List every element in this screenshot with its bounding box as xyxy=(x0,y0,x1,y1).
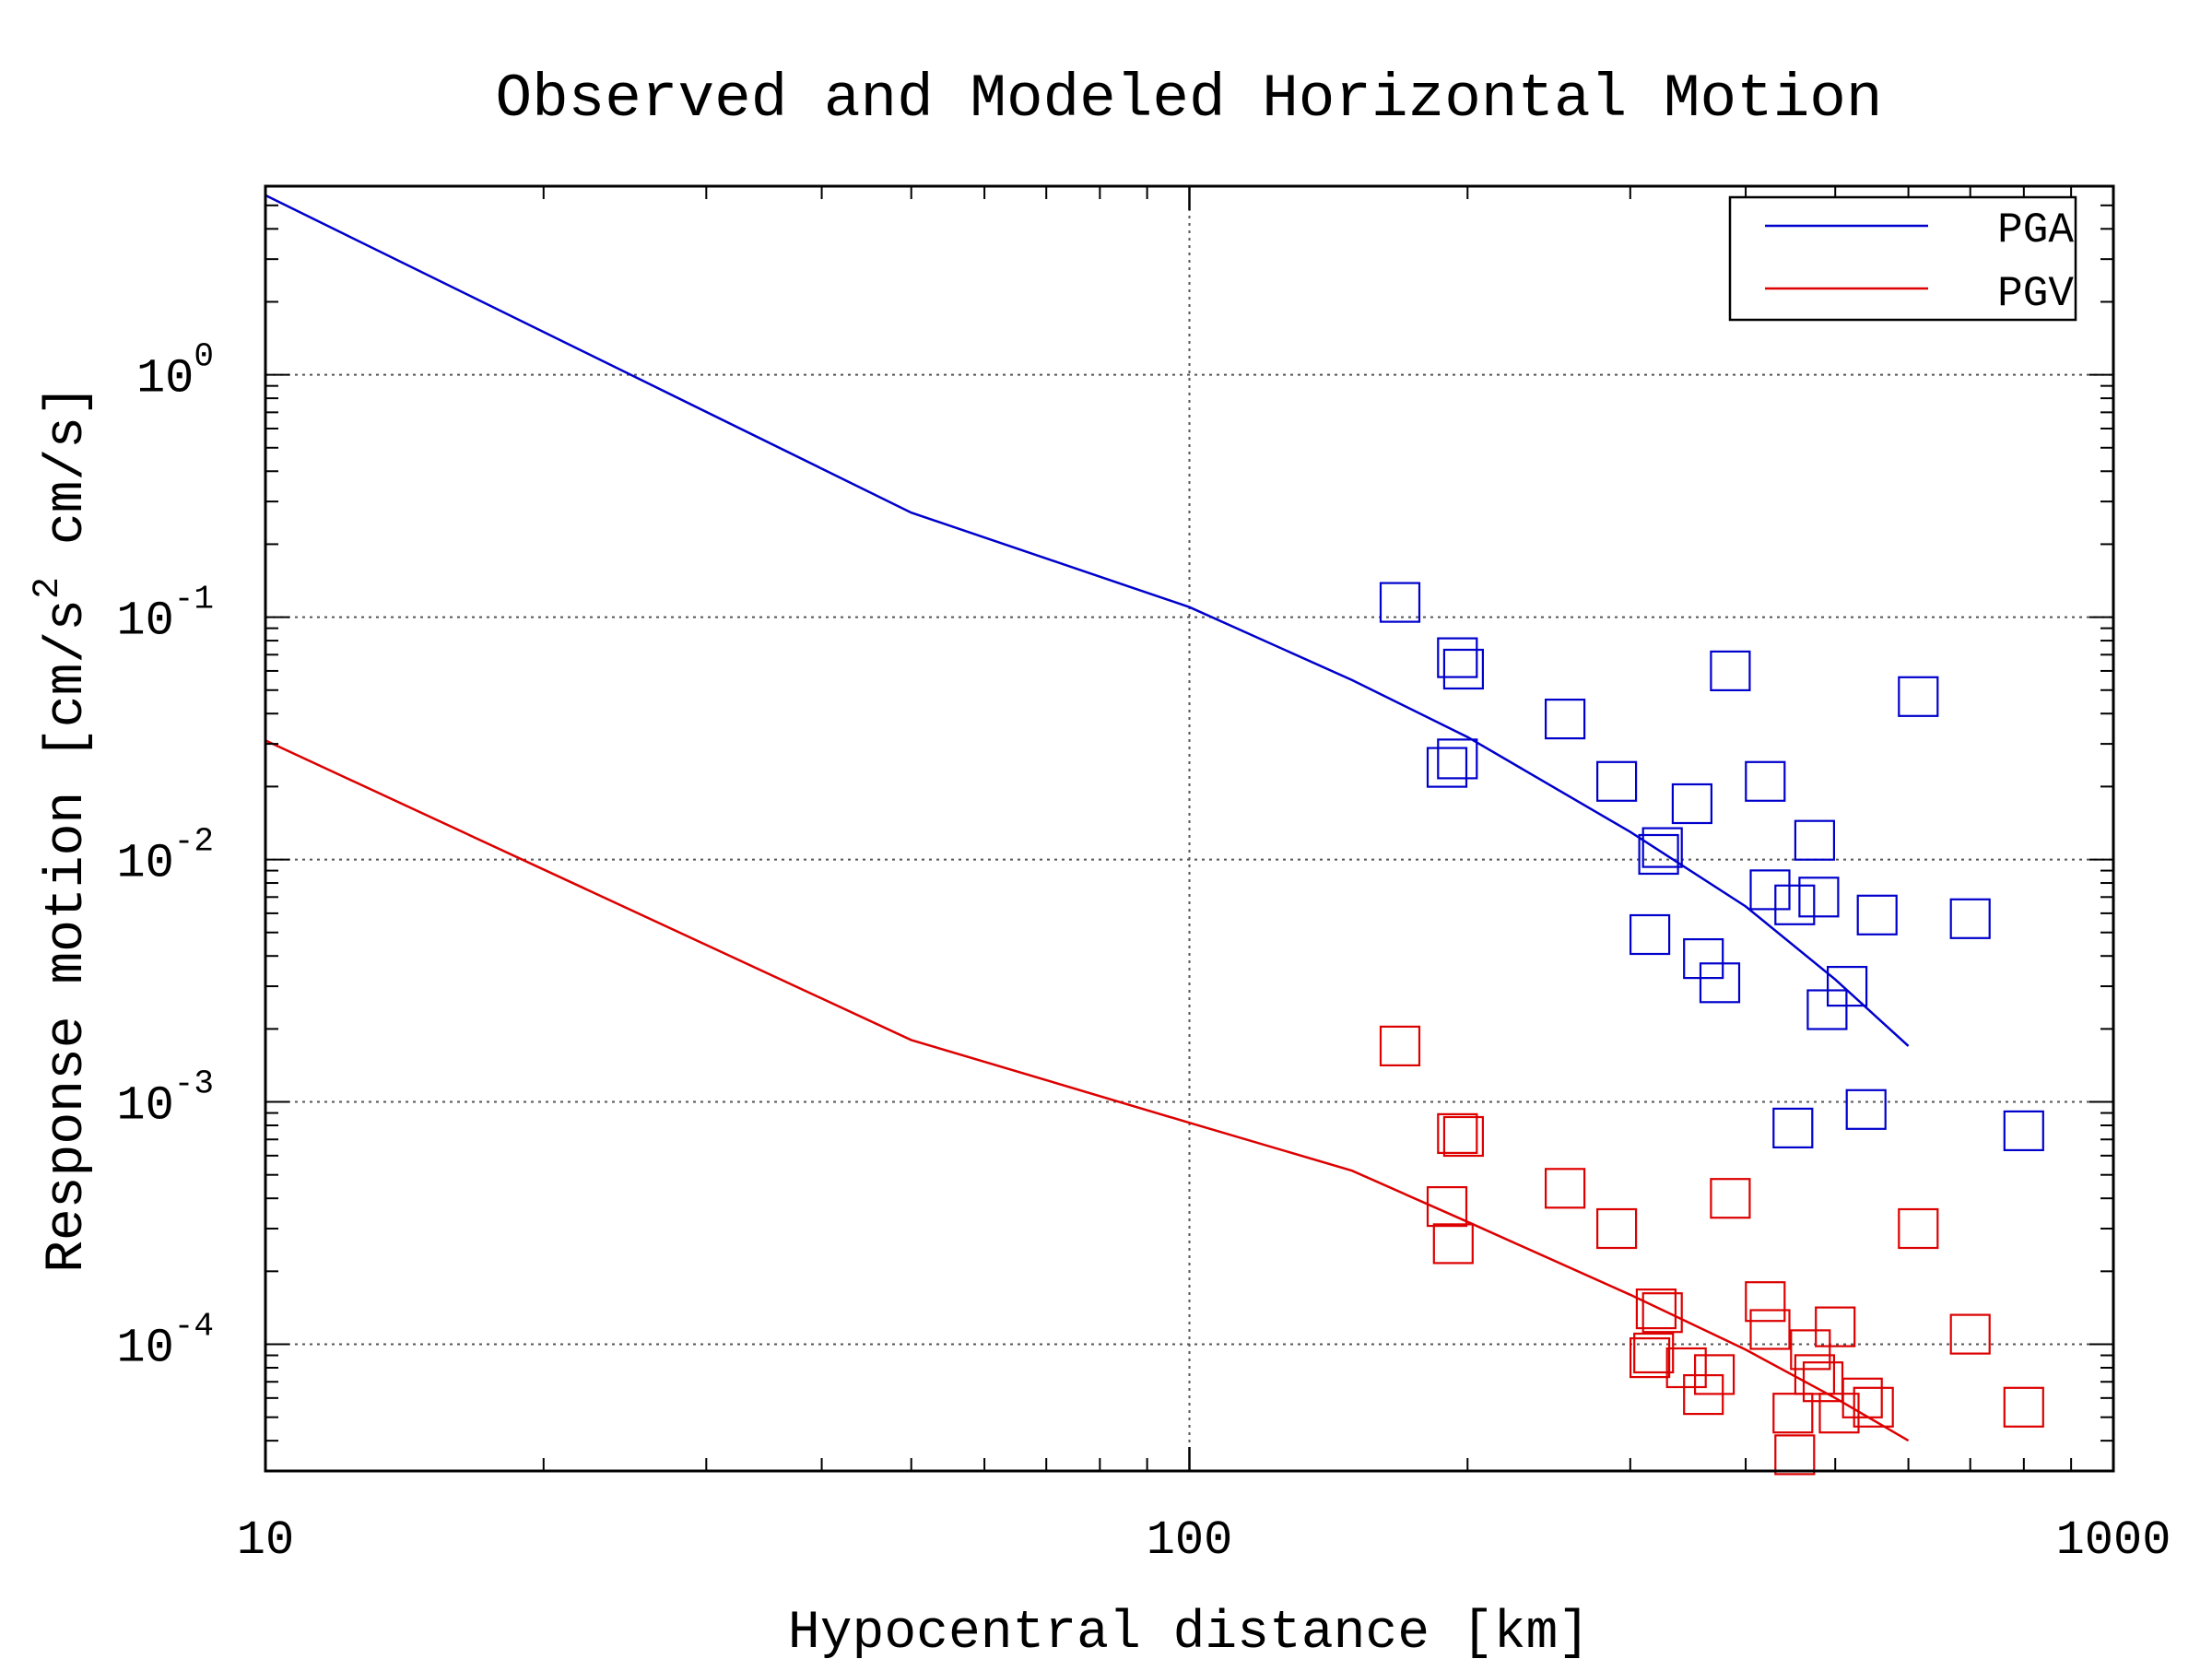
y-axis-label-prefix: Response motion [cm/s xyxy=(38,599,98,1273)
pgv-observed-marker xyxy=(1818,1393,1860,1434)
pgv-observed-marker xyxy=(1710,1178,1751,1219)
pgv-observed-marker xyxy=(1749,1309,1791,1350)
y-tick-base: 10 xyxy=(136,352,194,406)
pga-observed-marker xyxy=(1437,637,1478,678)
y-tick-exponent: -1 xyxy=(174,581,214,618)
pgv-observed-marker xyxy=(1635,1288,1677,1330)
pga-observed-marker xyxy=(1898,676,1939,717)
pga-observed-marker xyxy=(2003,1110,2044,1152)
y-tick-exponent: -3 xyxy=(174,1065,214,1103)
y-tick-base: 10 xyxy=(116,837,173,891)
pga-observed-marker xyxy=(1671,782,1713,825)
legend-label-pga: PGA xyxy=(1997,206,2074,254)
chart-title: Observed and Modeled Horizontal Motion xyxy=(495,65,1882,134)
series-layer xyxy=(265,194,2044,1476)
pgv-observed-marker xyxy=(1665,1347,1707,1389)
pgv-observed-marker xyxy=(1772,1393,1814,1434)
pga-observed-marker xyxy=(1442,648,1485,690)
pgv-observed-marker xyxy=(1853,1386,1894,1428)
y-axis-label-superscript: 2 xyxy=(28,577,69,599)
pgv-observed-marker xyxy=(1633,1332,1675,1374)
pga-observed-marker xyxy=(1749,869,1791,911)
pgv-observed-marker xyxy=(1629,1336,1671,1379)
y-tick-base: 10 xyxy=(116,1079,173,1134)
y-axis-label: Response motion [cm/s2 cm/s] xyxy=(28,384,98,1273)
y-tick-label: 100 xyxy=(136,338,214,406)
x-tick-label: 10 xyxy=(237,1513,294,1568)
pgv-observed-marker xyxy=(1745,1281,1786,1323)
pga-model-line xyxy=(265,194,1910,1047)
pga-observed-marker xyxy=(1629,913,1671,956)
y-tick-label: 10-4 xyxy=(116,1307,214,1375)
y-axis-label-suffix: cm/s] xyxy=(38,384,98,577)
y-tick-exponent: -4 xyxy=(174,1307,214,1345)
pgv-observed-marker xyxy=(1794,1354,1836,1395)
pgv-observed-marker xyxy=(1774,1434,1816,1476)
pga-observed-marker xyxy=(1745,760,1786,802)
pgv-observed-marker xyxy=(1790,1329,1831,1371)
pga-observed-marker xyxy=(1437,738,1478,780)
x-axis-label: Hypocentral distance [km] xyxy=(788,1604,1590,1659)
pga-observed-marker xyxy=(1710,650,1751,692)
pgv-observed-marker xyxy=(1442,1115,1485,1158)
series-pga xyxy=(265,194,2044,1152)
y-tick-base: 10 xyxy=(116,1321,173,1375)
pga-observed-marker xyxy=(1638,833,1679,876)
pga-observed-marker xyxy=(1798,877,1840,918)
pga-observed-marker xyxy=(1595,760,1638,802)
grid-lines xyxy=(265,186,2113,1471)
pgv-observed-marker xyxy=(2003,1386,2044,1428)
pgv-observed-marker xyxy=(1595,1207,1638,1250)
pgv-observed-marker xyxy=(1949,1313,1991,1355)
pga-observed-marker xyxy=(1683,937,1724,980)
pgv-observed-marker xyxy=(1379,1025,1421,1067)
y-tick-base: 10 xyxy=(116,594,173,649)
pga-observed-marker xyxy=(1544,698,1586,740)
series-pgv xyxy=(265,739,2044,1476)
legend-label-pgv: PGV xyxy=(1997,270,2074,318)
x-tick-label: 1000 xyxy=(2056,1513,2171,1568)
pga-observed-marker xyxy=(1426,747,1468,788)
y-tick-label: 10-3 xyxy=(116,1065,214,1134)
pgv-observed-marker xyxy=(1641,1292,1683,1334)
pgv-observed-marker xyxy=(1841,1377,1883,1418)
pga-observed-marker xyxy=(1699,962,1741,1004)
pga-observed-marker xyxy=(1826,965,1868,1007)
pgv-observed-marker xyxy=(1432,1223,1474,1265)
legend-box xyxy=(1728,195,2077,322)
pgv-observed-marker xyxy=(1426,1185,1468,1228)
pga-observed-marker xyxy=(1845,1088,1887,1130)
y-tick-label: 10-1 xyxy=(116,581,214,649)
y-tick-exponent: 0 xyxy=(194,338,214,376)
pga-observed-marker xyxy=(1772,1107,1814,1149)
pgv-observed-marker xyxy=(1544,1168,1586,1209)
pgv-model-line xyxy=(265,739,1910,1442)
legend: PGA PGV xyxy=(1728,195,2077,322)
pgv-observed-marker xyxy=(1815,1306,1856,1347)
minor-ticks xyxy=(265,186,2113,1471)
pga-observed-marker xyxy=(1774,884,1816,925)
pgv-observed-marker xyxy=(1693,1354,1735,1395)
pga-observed-marker xyxy=(1379,582,1421,623)
y-tick-label: 10-2 xyxy=(116,823,214,891)
pgv-observed-marker xyxy=(1437,1112,1478,1155)
pga-observed-marker xyxy=(1856,894,1898,935)
pga-observed-marker xyxy=(1641,827,1683,868)
pgv-observed-marker xyxy=(1898,1207,1939,1250)
pga-observed-marker xyxy=(1949,898,1991,939)
pga-observed-marker xyxy=(1794,819,1836,861)
y-tick-exponent: -2 xyxy=(174,823,214,861)
x-tick-label: 100 xyxy=(1147,1513,1233,1568)
